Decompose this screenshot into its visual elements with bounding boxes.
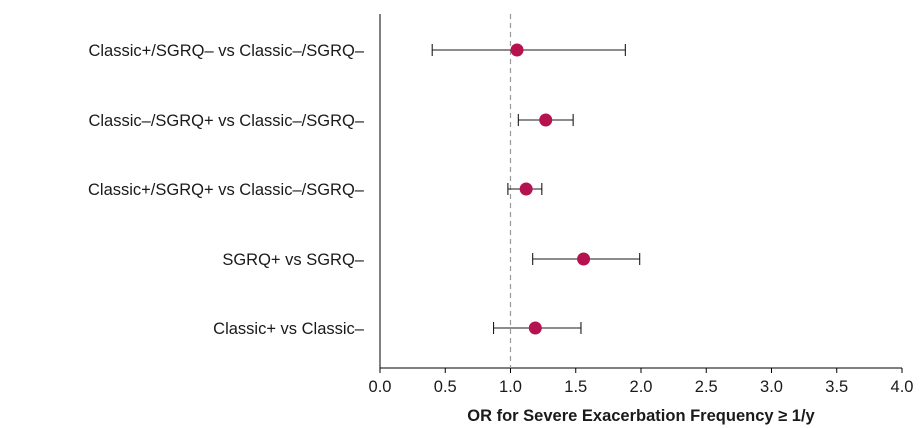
data-marks [431,43,641,335]
estimate-point [519,182,533,196]
category-label: Classic+/SGRQ– vs Classic–/SGRQ– [88,42,364,60]
category-label: SGRQ+ vs SGRQ– [222,251,364,269]
x-tick-label: 4.0 [891,378,914,396]
category-label: Classic–/SGRQ+ vs Classic–/SGRQ– [88,112,364,130]
estimate-point [577,252,591,266]
x-tick-label: 1.5 [564,378,587,396]
x-tick-label: 0.5 [434,378,457,396]
x-ticks: 0.0 0.5 1.0 1.5 2.0 2.5 3.0 3.5 4.0 [369,368,914,396]
x-tick-label: 2.0 [630,378,653,396]
x-tick-label: 3.5 [825,378,848,396]
x-tick-label: 3.0 [760,378,783,396]
category-labels: Classic+/SGRQ– vs Classic–/SGRQ– Classic–… [88,42,365,338]
category-label: Classic+/SGRQ+ vs Classic–/SGRQ– [88,181,365,199]
category-label: Classic+ vs Classic– [213,320,365,338]
axes [379,14,902,369]
x-tick-label: 2.5 [695,378,718,396]
x-tick-label: 0.0 [369,378,392,396]
x-tick-label: 1.0 [499,378,522,396]
estimate-point [528,321,542,335]
x-axis-title: OR for Severe Exacerbation Frequency ≥ 1… [467,407,815,425]
estimate-point [539,113,553,127]
estimate-point [510,43,524,57]
